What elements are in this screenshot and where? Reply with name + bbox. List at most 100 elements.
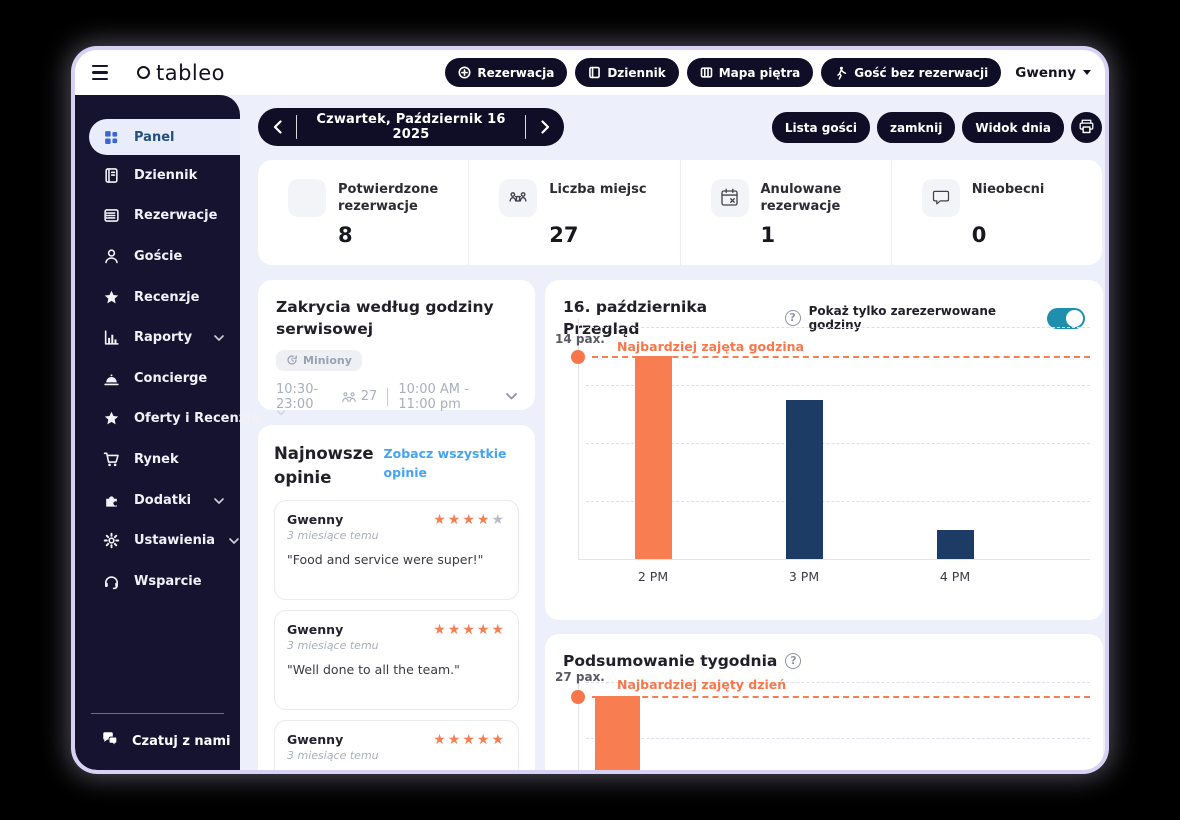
see-all-reviews-link[interactable]: Zobacz wszystkie opinie: [383, 446, 507, 480]
sidebar-item-dodatki[interactable]: Dodatki: [75, 480, 240, 521]
chevron-down-icon: [276, 407, 285, 419]
review-card[interactable]: Gwenny 3 miesiące temu ★★★★★ "Food and serv…: [274, 499, 519, 600]
status-badge: Miniony: [276, 349, 362, 371]
sidebar-item-wsparcie[interactable]: Wsparcie: [75, 561, 240, 602]
button-label: zamknij: [889, 120, 943, 135]
user-name: Gwenny: [1015, 64, 1076, 81]
weekly-bar-chart: 27 pax. Najbardziej zajęty dzień: [545, 634, 1103, 770]
chevron-down-icon: [229, 533, 239, 548]
sidebar-item-label: Raporty: [134, 330, 193, 346]
topbar-button-dziennik[interactable]: Dziennik: [575, 58, 679, 87]
sidebar-item-label: Dodatki: [134, 492, 192, 508]
stat-anulowane-rezerwacje: Anulowane rezerwacje 1: [679, 160, 891, 265]
sidebar-item-panel[interactable]: Panel: [89, 119, 240, 155]
map-icon: [700, 66, 713, 79]
sidebar-chat-label: Czatuj z nami: [132, 733, 231, 749]
x-tick-label: 2 PM: [637, 569, 669, 584]
user-menu[interactable]: Gwenny: [1015, 65, 1091, 81]
chat-bubbles-icon: [101, 730, 119, 752]
sidebar-item-raporty[interactable]: Raporty: [75, 317, 240, 358]
stat-value: 1: [760, 222, 776, 247]
grid-icon: [103, 129, 120, 146]
chart-bar: [785, 399, 823, 559]
reviews-list: Gwenny 3 miesiące temu ★★★★★ "Food and serv…: [274, 499, 519, 770]
star-rating: ★★★★★: [433, 621, 506, 638]
thumbs-up-icon: [288, 178, 326, 217]
sidebar-item-chat[interactable]: Czatuj z nami: [75, 730, 240, 752]
sidebar: Panel Dziennik Rezerwacje Goście Recenzje Rap…: [75, 95, 285, 770]
help-icon[interactable]: ?: [784, 310, 801, 327]
calendar-cancel-icon: [710, 178, 749, 217]
gridline: [586, 443, 1090, 444]
busiest-day-line: [592, 696, 1090, 698]
stat-label: Liczba miejsc: [549, 181, 647, 197]
sidebar-item-label: Oferty i Recenzje: [134, 411, 260, 427]
star-icon: [103, 289, 120, 306]
button-label: Rezerwacja: [477, 65, 555, 80]
stats-summary-card: Potwierdzone rezerwacje 8 Liczba miejsc 27 A…: [258, 160, 1102, 265]
sidebar-item-oferty-i-recenzje[interactable]: Oferty i Recenzje: [75, 399, 285, 440]
gridline: [586, 385, 1090, 386]
sidebar-item-go-cie[interactable]: Goście: [75, 236, 240, 277]
toggle-label: Pokaż tylko zarezerwowane godziny: [808, 304, 996, 333]
topbar-button-mapa-pi-tra[interactable]: Mapa piętra: [686, 58, 814, 87]
sidebar-item-label: Wsparcie: [134, 573, 202, 589]
chart-bar: [634, 356, 672, 559]
main-content: Czwartek, Październik 16 2025 Lista gośc…: [240, 95, 1105, 770]
x-tick-label: 4 PM: [939, 569, 971, 584]
x-tick-label: 3 PM: [788, 569, 820, 584]
review-text: "Well done to all the team.": [287, 661, 460, 677]
sidebar-item-rynek[interactable]: Rynek: [75, 439, 240, 480]
week-summary-card: Podsumowanie tygodnia ? 27 pax. Najbardzi…: [545, 634, 1103, 770]
sidebar-item-label: Concierge: [134, 370, 208, 386]
gridline: [586, 327, 1090, 328]
star-rating: ★★★★★: [433, 511, 506, 528]
help-icon[interactable]: ?: [785, 653, 802, 670]
book-small-icon: [588, 66, 601, 79]
date-navigator: Czwartek, Październik 16 2025: [258, 108, 564, 146]
sidebar-item-ustawienia[interactable]: Ustawienia: [75, 520, 240, 561]
service-time-range: 10:00 AM - 11:00 pm: [398, 381, 469, 412]
sidebar-item-dziennik[interactable]: Dziennik: [75, 155, 240, 196]
hamburger-menu-icon[interactable]: [85, 58, 115, 88]
star-icon: [103, 410, 120, 427]
button-label: Gość bez rezerwacji: [854, 65, 989, 80]
stat-label: Anulowane rezerwacje: [760, 181, 842, 215]
action-button-lista-go-ci[interactable]: Lista gości: [771, 112, 870, 143]
sidebar-item-label: Rezerwacje: [134, 208, 218, 224]
sidebar-item-rezerwacje[interactable]: Rezerwacje: [75, 196, 240, 237]
busiest-day-dot: [571, 690, 585, 704]
service-hours-row[interactable]: 10:30-23:00 27 10:00 AM - 11:00 pm: [276, 382, 517, 412]
person-icon: [103, 248, 120, 265]
chevron-down-icon: [214, 493, 224, 508]
gridline: [586, 501, 1090, 502]
topbar-actions: Rezerwacja Dziennik Mapa piętra Gość bez re…: [445, 58, 1091, 87]
action-button-zamknij[interactable]: zamknij: [876, 112, 956, 143]
review-card[interactable]: Gwenny 3 miesiące temu ★★★★★ "Well done to …: [274, 609, 519, 710]
print-button[interactable]: [1071, 112, 1102, 143]
stat-liczba-miejsc: Liczba miejsc 27: [468, 160, 679, 265]
stat-potwierdzone-rezerwacje: Potwierdzone rezerwacje 8: [258, 160, 468, 265]
sidebar-item-concierge[interactable]: Concierge: [75, 358, 240, 399]
sidebar-item-recenzje[interactable]: Recenzje: [75, 277, 240, 318]
chevron-down-icon[interactable]: [506, 393, 517, 400]
current-date-label[interactable]: Czwartek, Październik 16 2025: [316, 112, 506, 142]
action-button-widok-dnia[interactable]: Widok dnia: [962, 112, 1064, 143]
topbar-button-rezerwacja[interactable]: Rezerwacja: [445, 58, 568, 87]
busiest-hour-dot: [571, 350, 585, 364]
chevron-right-icon[interactable]: [526, 120, 564, 134]
bar-chart-icon: [103, 329, 120, 346]
review-time: 3 miesiące temu: [287, 748, 379, 762]
caret-down-icon: [1083, 70, 1091, 75]
topbar-button-go-bez-rezerwacji[interactable]: Gość bez rezerwacji: [821, 58, 1002, 87]
badge-label: Miniony: [303, 353, 352, 367]
chevron-left-icon[interactable]: [258, 120, 296, 134]
bell-icon: [103, 370, 120, 387]
sidebar-item-label: Ustawienia: [134, 533, 216, 549]
sidebar-item-label: Rynek: [134, 451, 179, 467]
journal-icon: [103, 167, 120, 184]
covers-icon: [341, 390, 357, 404]
reserved-hours-toggle[interactable]: [1047, 307, 1085, 329]
